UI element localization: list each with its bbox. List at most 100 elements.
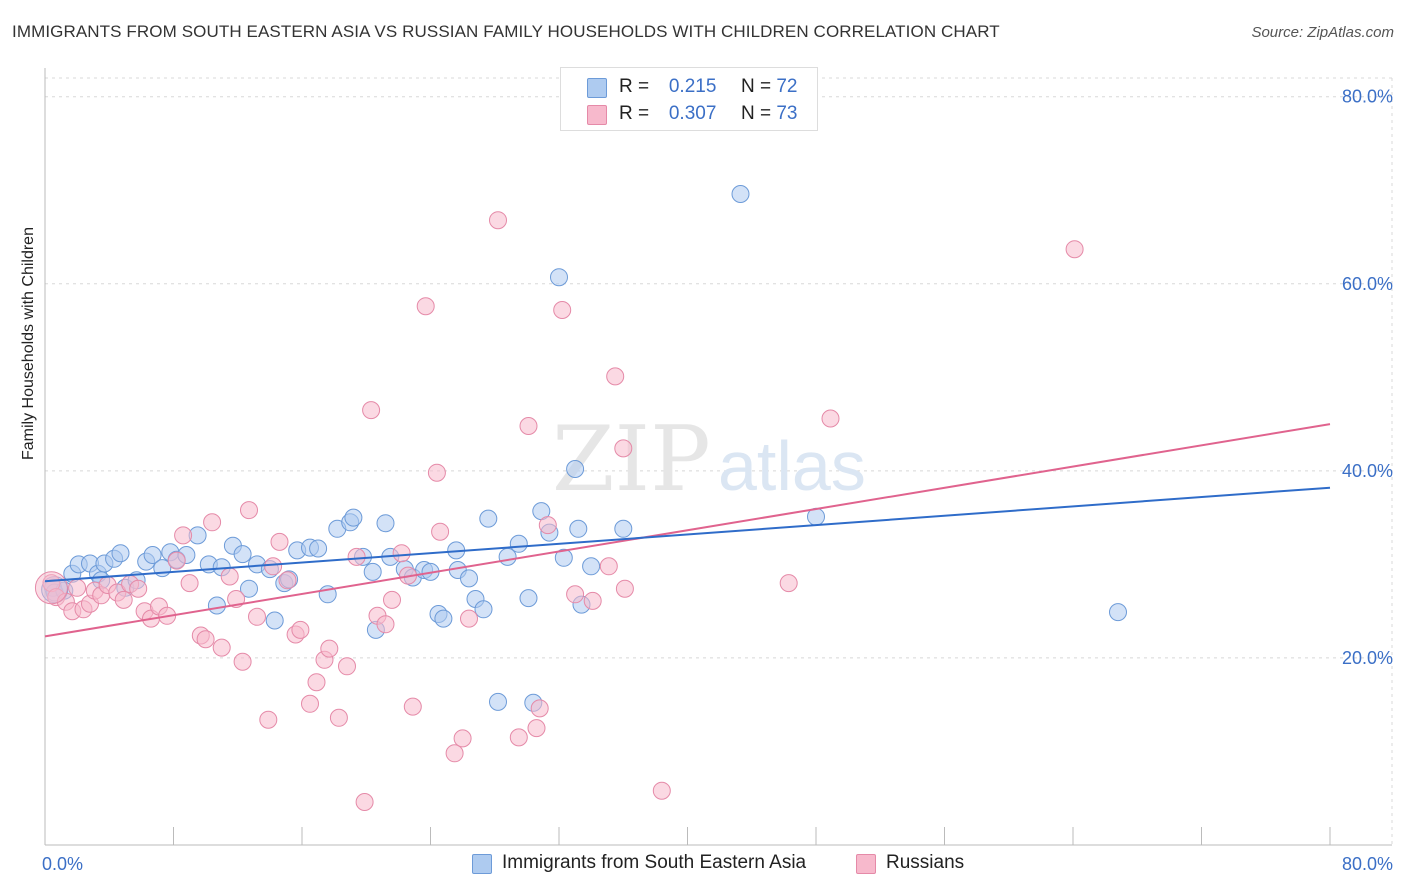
data-point-pink bbox=[291, 620, 310, 639]
data-point-pink bbox=[129, 579, 148, 598]
data-point-pink-cluster bbox=[34, 571, 68, 605]
source-credit: Source: ZipAtlas.com bbox=[1251, 24, 1394, 41]
legend-r-label: R = bbox=[619, 76, 650, 97]
data-point-blue bbox=[240, 579, 258, 598]
data-point-blue bbox=[566, 460, 585, 478]
data-point-pink bbox=[427, 463, 446, 482]
data-point-pink bbox=[652, 781, 671, 800]
legend-r-value-blue: 0.215 bbox=[668, 76, 717, 97]
x-tick-label-min: 0.0% bbox=[42, 854, 83, 874]
trend-line-blue bbox=[44, 486, 1331, 583]
data-point-pink bbox=[614, 439, 633, 458]
data-point-pink bbox=[599, 557, 618, 576]
data-point-pink bbox=[606, 367, 625, 386]
data-point-pink bbox=[68, 578, 87, 597]
data-point-pink bbox=[167, 551, 186, 570]
data-point-pink bbox=[527, 719, 546, 738]
data-point-blue bbox=[265, 611, 284, 630]
data-point-pink bbox=[583, 591, 602, 610]
gridlines bbox=[45, 77, 1393, 845]
data-point-pink bbox=[362, 401, 381, 420]
axes bbox=[44, 68, 1392, 846]
data-point-pink bbox=[203, 513, 222, 532]
x-tick-label-max: 80.0% bbox=[1342, 854, 1393, 874]
data-point-pink bbox=[270, 532, 289, 551]
data-point-pink bbox=[248, 607, 266, 626]
data-point-pink bbox=[416, 297, 435, 316]
watermark-atlas: atlas bbox=[718, 427, 866, 505]
data-point-blue bbox=[509, 534, 528, 553]
data-point-pink bbox=[212, 638, 231, 657]
data-point-pink bbox=[264, 557, 283, 576]
watermark-zip: ZIP bbox=[552, 407, 711, 512]
data-point-pink bbox=[220, 567, 239, 586]
data-point-pink bbox=[431, 522, 450, 541]
data-point-pink bbox=[460, 609, 478, 628]
data-point-pink bbox=[114, 590, 133, 609]
data-point-pink bbox=[240, 501, 258, 520]
data-point-blue bbox=[143, 546, 162, 564]
data-point-pink bbox=[355, 793, 374, 811]
data-point-pink bbox=[392, 544, 411, 563]
data-point-pink bbox=[307, 673, 326, 692]
legend-r-value-pink: 0.307 bbox=[668, 103, 717, 124]
data-point-pink bbox=[278, 571, 297, 590]
data-point-pink bbox=[329, 708, 348, 727]
legend-swatch-blue bbox=[472, 854, 492, 874]
legend-label-blue: Immigrants from South Eastern Asia bbox=[502, 852, 807, 873]
data-point-blue bbox=[309, 539, 328, 558]
data-point-blue bbox=[582, 557, 601, 576]
legend-label-pink: Russians bbox=[886, 852, 965, 873]
legend-n-value-pink: 73 bbox=[776, 103, 798, 124]
y-tick-label: 40.0% bbox=[1342, 461, 1393, 481]
data-point-pink bbox=[174, 526, 193, 545]
data-point-pink bbox=[1065, 240, 1084, 259]
chart-title: IMMIGRANTS FROM SOUTH EASTERN ASIA VS RU… bbox=[12, 22, 1000, 41]
data-point-pink bbox=[403, 697, 422, 716]
data-point-blue bbox=[554, 548, 573, 567]
y-tick-label: 20.0% bbox=[1342, 648, 1393, 668]
data-point-blue bbox=[550, 268, 568, 287]
legend-swatch-pink bbox=[587, 105, 607, 125]
data-point-pink bbox=[383, 590, 401, 609]
tick-labels: 20.0% 40.0% 60.0% 80.0% 0.0% 80.0% bbox=[42, 87, 1393, 874]
legend-n-value-blue: 72 bbox=[776, 76, 798, 97]
legend-n-label: N = bbox=[740, 76, 772, 97]
data-point-pink bbox=[376, 615, 395, 634]
data-point-pink bbox=[233, 652, 252, 671]
data-point-pink bbox=[347, 547, 366, 566]
data-point-blue bbox=[376, 514, 395, 533]
y-axis-label: Family Households with Children bbox=[20, 227, 37, 460]
data-point-pink bbox=[509, 728, 528, 747]
data-point-blue bbox=[614, 519, 633, 538]
data-point-blue bbox=[731, 185, 750, 203]
data-point-blue bbox=[111, 544, 130, 563]
data-point-pink bbox=[821, 409, 840, 428]
data-point-pink bbox=[301, 694, 319, 713]
data-point-blue bbox=[344, 508, 363, 527]
data-point-pink bbox=[338, 657, 356, 676]
data-point-pink bbox=[489, 211, 507, 230]
series-pink-points bbox=[34, 211, 1084, 811]
data-point-blue bbox=[1109, 603, 1127, 622]
y-tick-label: 80.0% bbox=[1342, 87, 1393, 107]
data-point-pink bbox=[180, 574, 199, 593]
data-point-blue bbox=[479, 509, 498, 528]
data-point-pink bbox=[779, 574, 798, 593]
data-point-blue bbox=[233, 545, 252, 564]
data-point-pink bbox=[519, 417, 538, 435]
data-point-blue bbox=[474, 600, 493, 619]
series-legend: Immigrants from South Eastern Asia Russi… bbox=[0, 852, 1406, 878]
legend-n-label: N = bbox=[740, 103, 772, 124]
data-point-pink bbox=[566, 585, 585, 604]
data-point-pink bbox=[615, 579, 634, 598]
data-point-pink bbox=[196, 630, 215, 649]
data-point-blue bbox=[363, 562, 382, 581]
data-point-pink bbox=[445, 744, 464, 763]
legend-swatch-pink bbox=[856, 854, 876, 874]
data-point-pink bbox=[259, 710, 278, 729]
correlation-legend: R = 0.215 N = 72 R = 0.307 N = 73 bbox=[560, 67, 818, 131]
legend-swatch-blue bbox=[587, 78, 607, 98]
data-point-pink bbox=[453, 729, 472, 748]
data-point-blue bbox=[207, 596, 226, 615]
